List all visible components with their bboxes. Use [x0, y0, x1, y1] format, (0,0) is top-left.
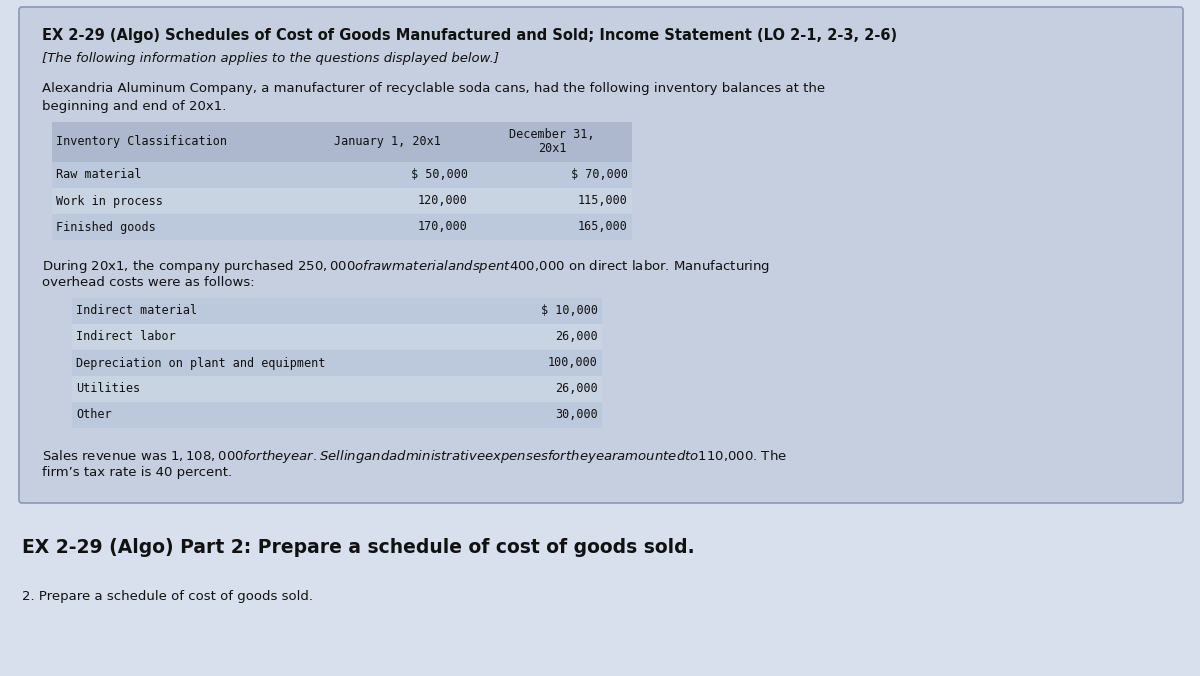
- Text: 26,000: 26,000: [556, 383, 598, 395]
- Text: $ 70,000: $ 70,000: [571, 168, 628, 181]
- Text: $ 50,000: $ 50,000: [410, 168, 468, 181]
- Text: Finished goods: Finished goods: [56, 220, 156, 233]
- FancyBboxPatch shape: [52, 188, 632, 214]
- Text: Work in process: Work in process: [56, 195, 163, 208]
- FancyBboxPatch shape: [72, 376, 602, 402]
- Text: $ 10,000: $ 10,000: [541, 304, 598, 318]
- Text: firm’s tax rate is 40 percent.: firm’s tax rate is 40 percent.: [42, 466, 232, 479]
- Text: 30,000: 30,000: [556, 408, 598, 422]
- FancyBboxPatch shape: [52, 214, 632, 240]
- FancyBboxPatch shape: [72, 298, 602, 324]
- Text: Indirect material: Indirect material: [76, 304, 197, 318]
- Text: January 1, 20x1: January 1, 20x1: [334, 135, 440, 149]
- Text: Alexandria Aluminum Company, a manufacturer of recyclable soda cans, had the fol: Alexandria Aluminum Company, a manufactu…: [42, 82, 826, 95]
- Text: EX 2-29 (Algo) Schedules of Cost of Goods Manufactured and Sold; Income Statemen: EX 2-29 (Algo) Schedules of Cost of Good…: [42, 28, 898, 43]
- FancyBboxPatch shape: [72, 324, 602, 350]
- Text: EX 2-29 (Algo) Part 2: Prepare a schedule of cost of goods sold.: EX 2-29 (Algo) Part 2: Prepare a schedul…: [22, 538, 695, 557]
- Text: 26,000: 26,000: [556, 331, 598, 343]
- Text: beginning and end of 20x1.: beginning and end of 20x1.: [42, 100, 227, 113]
- Text: 170,000: 170,000: [418, 220, 468, 233]
- FancyBboxPatch shape: [72, 402, 602, 428]
- Text: overhead costs were as follows:: overhead costs were as follows:: [42, 276, 254, 289]
- Text: Indirect labor: Indirect labor: [76, 331, 175, 343]
- Text: During 20x1, the company purchased $250,000 of raw material and spent $400,000 o: During 20x1, the company purchased $250,…: [42, 258, 770, 275]
- Text: 165,000: 165,000: [578, 220, 628, 233]
- Text: 100,000: 100,000: [548, 356, 598, 370]
- Text: Utilities: Utilities: [76, 383, 140, 395]
- Text: 120,000: 120,000: [418, 195, 468, 208]
- Text: 115,000: 115,000: [578, 195, 628, 208]
- FancyBboxPatch shape: [52, 122, 632, 162]
- FancyBboxPatch shape: [52, 162, 632, 188]
- Text: Inventory Classification: Inventory Classification: [56, 135, 227, 149]
- Text: Raw material: Raw material: [56, 168, 142, 181]
- Text: Other: Other: [76, 408, 112, 422]
- Text: Depreciation on plant and equipment: Depreciation on plant and equipment: [76, 356, 325, 370]
- Text: [The following information applies to the questions displayed below.]: [The following information applies to th…: [42, 52, 499, 65]
- Text: December 31,: December 31,: [509, 128, 595, 141]
- FancyBboxPatch shape: [19, 7, 1183, 503]
- Text: Sales revenue was $1,108,000 for the year. Selling and administrative expenses f: Sales revenue was $1,108,000 for the yea…: [42, 448, 787, 465]
- FancyBboxPatch shape: [72, 350, 602, 376]
- Text: 2. Prepare a schedule of cost of goods sold.: 2. Prepare a schedule of cost of goods s…: [22, 590, 313, 603]
- Text: 20x1: 20x1: [538, 143, 566, 155]
